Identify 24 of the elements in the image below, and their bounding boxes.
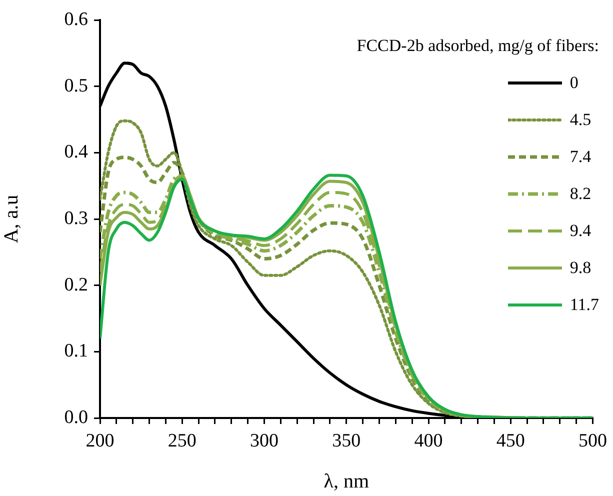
legend-label: 7.4	[570, 146, 592, 166]
x-tick-label: 300	[250, 430, 278, 452]
y-axis-title: A, a.u	[0, 194, 22, 244]
y-tick-label: 0.4	[64, 142, 88, 163]
x-tick-label: 350	[332, 430, 361, 452]
y-tick-label: 0.3	[64, 208, 88, 229]
y-tick-label: 0.6	[64, 8, 88, 30]
legend-label: 9.8	[570, 258, 592, 278]
y-tick-label: 0.0	[64, 406, 88, 428]
x-tick-label: 500	[578, 430, 607, 452]
y-tick-label: 0.2	[64, 274, 88, 296]
y-tick-label: 0.5	[64, 75, 88, 96]
x-axis-title: λ, nm	[324, 470, 370, 492]
legend-label: 4.5	[570, 110, 592, 130]
y-tick-label: 0.1	[64, 340, 88, 362]
x-tick-label: 200	[86, 430, 114, 452]
legend-label: 8.2	[570, 184, 592, 204]
legend-title: FCCD-2b adsorbed, mg/g of fibers:	[356, 36, 599, 56]
legend-label: 0	[570, 72, 578, 92]
x-tick-label: 400	[414, 430, 443, 452]
x-tick-label: 250	[168, 430, 196, 452]
legend-label: 9.4	[570, 220, 592, 240]
x-tick-label: 450	[496, 430, 525, 452]
legend-label: 11.7	[570, 294, 599, 314]
